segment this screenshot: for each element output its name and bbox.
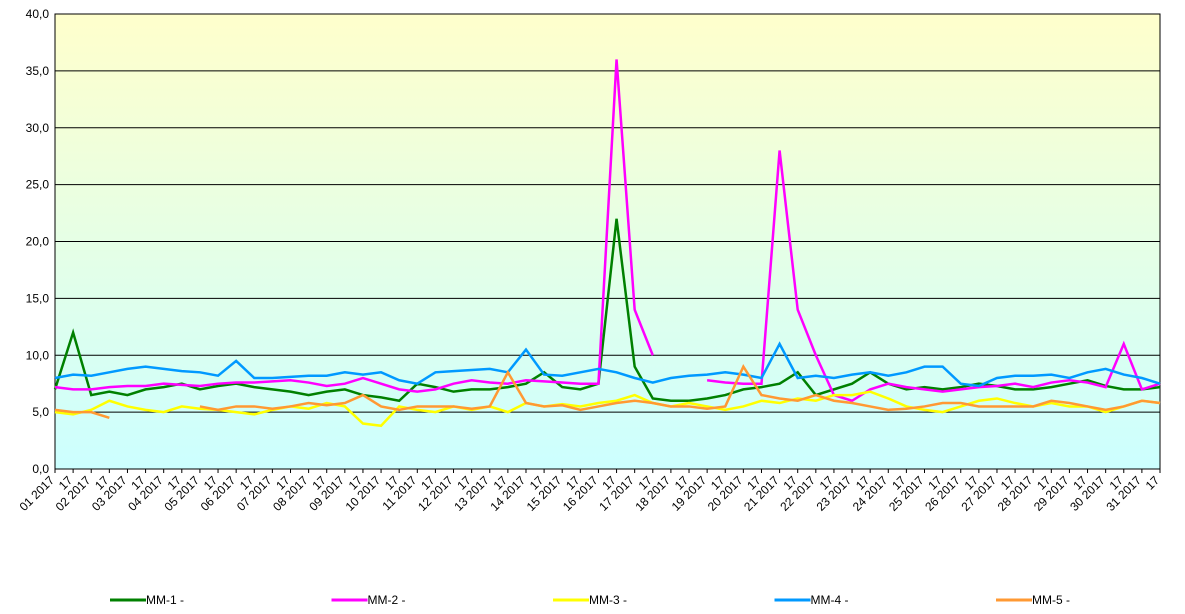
series-line (54, 341, 1161, 388)
series-line (706, 150, 1161, 403)
series-line (54, 390, 1161, 428)
series-line (199, 364, 1161, 412)
legend-label: MM-2 - (368, 593, 406, 607)
legend-label: MM-4 - (811, 593, 849, 607)
y-tick-label: 35,0 (26, 64, 50, 78)
series-line (54, 59, 654, 393)
legend-label: MM-3 - (589, 593, 627, 607)
y-tick-label: 40,0 (26, 7, 50, 21)
y-tick-label: 5,0 (32, 405, 49, 419)
y-tick-label: 20,0 (26, 235, 50, 249)
series-line (54, 408, 110, 420)
x-tick-label: 17 (1143, 473, 1163, 493)
y-tick-label: 0,0 (32, 462, 49, 476)
y-tick-label: 15,0 (26, 291, 50, 305)
x-tick-label: 01 2017 (17, 473, 58, 514)
y-tick-label: 10,0 (26, 348, 50, 362)
legend-label: MM-5 - (1032, 593, 1070, 607)
series-line (53, 218, 1161, 403)
y-tick-label: 30,0 (26, 121, 50, 135)
y-tick-label: 25,0 (26, 178, 50, 192)
legend-label: MM-1 - (146, 593, 184, 607)
